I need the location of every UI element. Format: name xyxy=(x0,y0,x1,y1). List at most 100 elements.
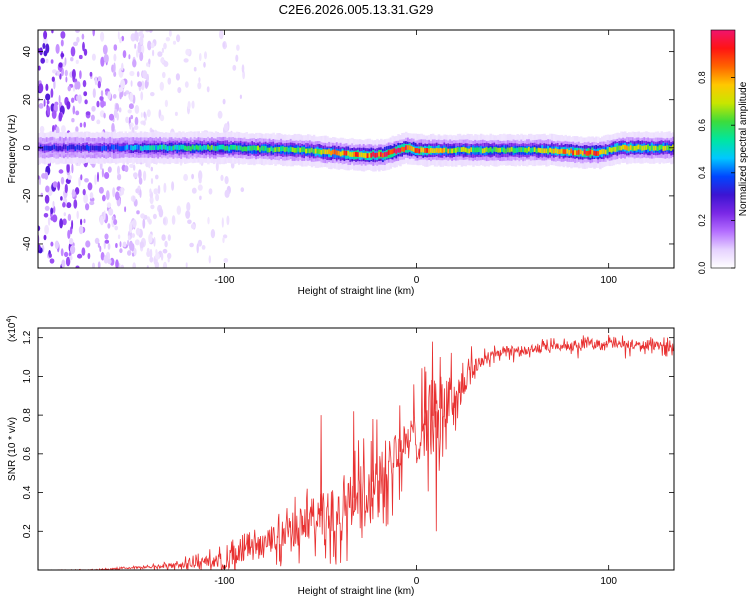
spectrogram-ridge-cell xyxy=(66,145,70,151)
spectrogram-ridge-cell xyxy=(209,146,212,151)
spectrogram-ridge-cell xyxy=(53,144,56,150)
spectrogram-ridge-cell xyxy=(456,147,460,152)
spectrogram-noise-cell xyxy=(82,188,86,196)
spectrogram-noise-cell xyxy=(58,62,63,68)
spectrogram-ridge-cell xyxy=(508,147,512,153)
spectrogram-noise-cell xyxy=(241,64,245,73)
spectrogram-noise-cell xyxy=(77,94,82,104)
colorbar-tick-label: 0.0 xyxy=(697,262,707,275)
spectrogram-noise-cell xyxy=(129,163,135,168)
spectrogram-noise-cell xyxy=(165,37,171,42)
spectrogram-noise-cell xyxy=(89,71,93,77)
spectrogram-ridge-cell xyxy=(439,147,443,153)
figure-title: C2E6.2026.005.13.31.G29 xyxy=(279,2,434,17)
spectrogram-noise-cell xyxy=(76,210,79,220)
spectrogram-noise-cell xyxy=(113,219,118,225)
spectrogram-ridge-cell xyxy=(112,145,116,150)
spectrogram-noise-cell xyxy=(155,249,158,255)
spectrogram-noise-cell xyxy=(82,80,87,88)
spectrogram-ridge-cell xyxy=(631,145,635,151)
spectrogram-ridge-cell xyxy=(641,145,644,151)
spectrogram-noise-cell xyxy=(171,215,176,225)
spectrogram-noise-cell xyxy=(58,95,61,104)
spectrogram-ridge-cell xyxy=(428,148,431,154)
spectrogram-ridge-cell xyxy=(61,146,64,152)
spectrogram-noise-cell xyxy=(78,225,84,235)
spectrogram-ridge-cell xyxy=(433,148,437,154)
spectrogram-noise-cell xyxy=(81,33,85,40)
spectrogram-ridge-cell xyxy=(441,148,444,154)
spectrogram-ridge-cell xyxy=(355,151,358,157)
spectrogram-ridge-cell xyxy=(358,152,362,158)
spectrogram-noise-cell xyxy=(142,218,146,229)
colorbar-tick-label: 0.2 xyxy=(697,214,707,227)
spectrogram-noise-cell xyxy=(38,83,44,93)
spectrogram-noise-cell xyxy=(84,99,88,105)
spectrogram-noise-cell xyxy=(100,56,105,67)
spectrogram-ridge-cell xyxy=(195,144,199,150)
spectrogram-ridge-cell xyxy=(418,148,421,154)
spectrogram-noise-cell xyxy=(113,62,116,73)
spectrogram-noise-cell xyxy=(223,258,229,263)
spectrogram-ridge-cell xyxy=(49,146,52,151)
spectrogram-ridge-cell xyxy=(237,145,241,151)
spectrogram-noise-cell xyxy=(100,31,105,42)
spectrogram-noise-cell xyxy=(196,243,199,254)
spectrogram-noise-cell xyxy=(149,256,154,263)
spectrogram-noise-cell xyxy=(163,42,167,50)
spectrogram-ridge-cell xyxy=(270,146,273,151)
spectrogram-noise-cell xyxy=(49,258,55,264)
spectrogram-noise-cell xyxy=(123,92,127,97)
spectrogram-ridge-cell xyxy=(80,146,83,151)
spectrogram-noise-cell xyxy=(172,40,177,45)
spectrogram-noise-cell xyxy=(235,54,239,62)
spectrogram-ridge-cell xyxy=(412,147,416,152)
spectrogram-ridge-cell xyxy=(320,149,323,155)
spectrogram-panel: -100 0 100 -40 -20 0 20 40 Height of straight … xyxy=(7,29,675,297)
spectrogram-ridge-cell xyxy=(216,145,220,151)
spectrogram-noise-cell xyxy=(157,51,163,57)
spectrogram-ridge-cell xyxy=(543,148,546,154)
spectrogram-ridge-cell xyxy=(107,144,110,150)
snr-scale-label: (x104) xyxy=(6,315,18,342)
spectrogram-ridge-cell xyxy=(86,145,89,150)
spectrogram-ridge-cell xyxy=(576,150,579,156)
spectrogram-noise-cell xyxy=(45,43,50,54)
spectrogram-noise-cell xyxy=(104,233,109,240)
spectrogram-noise-cell xyxy=(176,34,181,43)
spectrogram-noise-cell xyxy=(132,195,135,203)
spectrogram-noise-cell xyxy=(117,31,120,40)
spectrogram-noise-cell xyxy=(191,100,195,109)
spectrogram-noise-cell xyxy=(87,182,93,191)
spectrogram-ridge-cell xyxy=(522,147,525,153)
spectrogram-noise-cell xyxy=(39,125,45,133)
spectrogram-noise-cell xyxy=(138,177,143,185)
spectrogram-ridge-cell xyxy=(130,145,133,150)
spectrogram-noise-cell xyxy=(124,206,127,213)
spectrogram-noise-cell xyxy=(51,110,57,119)
spectrogram-ridge-cell xyxy=(526,148,529,153)
spectrogram-noise-cell xyxy=(199,195,202,200)
spectrogram-ridge-cell xyxy=(101,146,104,152)
spectrogram-noise-cell xyxy=(127,235,131,241)
spectrogram-ridge-cell xyxy=(299,147,302,153)
spectrogram-noise-cell xyxy=(38,244,41,251)
spectrogram-noise-cell xyxy=(197,82,202,90)
spectrogram-noise-cell xyxy=(91,105,96,112)
spectrogram-ridge-cell xyxy=(472,147,475,153)
spectrogram-noise-cell xyxy=(177,87,182,94)
spectrogram-noise-cell xyxy=(120,264,125,268)
spectrogram-ridge-cell xyxy=(332,149,335,155)
spectrogram-ridge-cell xyxy=(499,147,502,153)
spectrogram-noise-cell xyxy=(103,112,106,119)
spectrogram-noise-cell xyxy=(117,234,121,240)
spectrogram-ridge-cell xyxy=(95,145,99,151)
spectrogram-noise-cell xyxy=(96,100,100,108)
spectrogram-noise-cell xyxy=(107,258,112,265)
spectrogram-noise-cell xyxy=(149,248,153,259)
spectrogram-ridge-cell xyxy=(460,147,464,152)
spectrogram-noise-cell xyxy=(137,81,143,88)
spectrogram-noise-cell xyxy=(210,229,216,239)
spectrogram-ridge-cell xyxy=(481,148,485,154)
spectrogram-ridge-cell xyxy=(364,153,368,158)
